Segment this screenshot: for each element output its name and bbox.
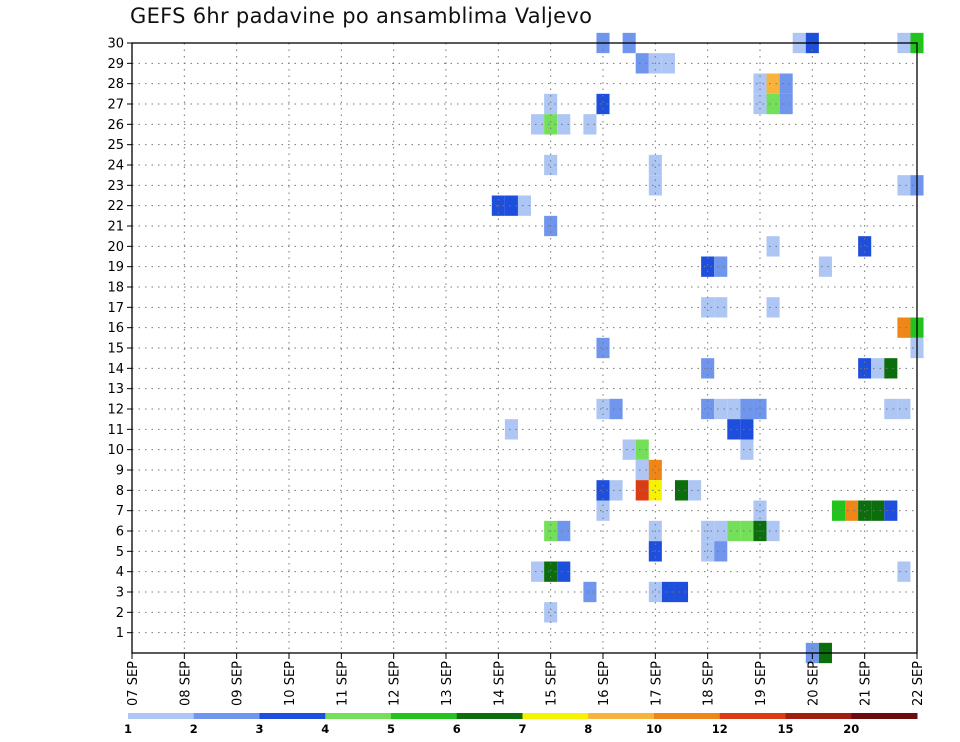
colorbar-segment xyxy=(523,713,589,719)
y-tick-label: 17 xyxy=(107,301,124,316)
y-tick-label: 29 xyxy=(107,57,124,72)
colorbar-label: 4 xyxy=(321,722,329,736)
x-tick-label: 12 SEP xyxy=(388,661,403,706)
heatmap-chart: 1234567891011121314151617181920212223242… xyxy=(0,0,960,742)
y-tick-label: 27 xyxy=(107,98,124,113)
y-tick-label: 20 xyxy=(107,240,124,255)
heatmap-cell xyxy=(701,297,714,317)
heatmap-cell xyxy=(701,257,714,277)
heatmap-cell xyxy=(753,94,766,114)
heatmap-cell xyxy=(675,582,688,602)
colorbar-label: 7 xyxy=(518,722,526,736)
colorbar-label: 10 xyxy=(646,722,662,736)
colorbar-label: 3 xyxy=(255,722,263,736)
heatmap-cell xyxy=(714,541,727,561)
heatmap-cell xyxy=(740,419,753,439)
heatmap-cell xyxy=(740,440,753,460)
y-tick-label: 16 xyxy=(107,321,124,336)
y-tick-label: 18 xyxy=(107,281,124,296)
heatmap-cell xyxy=(767,94,780,114)
y-tick-label: 9 xyxy=(116,464,124,479)
y-tick-label: 6 xyxy=(116,525,124,540)
colorbar-segment xyxy=(457,713,523,719)
y-tick-label: 3 xyxy=(116,586,124,601)
colorbar-segment xyxy=(391,713,457,719)
heatmap-cell xyxy=(727,399,740,419)
x-tick-label: 17 SEP xyxy=(649,661,664,706)
y-tick-label: 28 xyxy=(107,77,124,92)
y-tick-label: 11 xyxy=(107,423,124,438)
x-tick-label: 07 SEP xyxy=(126,661,141,706)
x-tick-label: 13 SEP xyxy=(440,661,455,706)
x-tick-label: 16 SEP xyxy=(597,661,612,706)
heatmap-cell xyxy=(780,74,793,94)
y-tick-label: 21 xyxy=(107,220,124,235)
colorbar-label: 1 xyxy=(124,722,132,736)
colorbar-label: 15 xyxy=(777,722,793,736)
heatmap-cell xyxy=(740,399,753,419)
y-tick-label: 1 xyxy=(116,626,124,641)
heatmap-cell xyxy=(714,257,727,277)
y-tick-label: 22 xyxy=(107,199,124,214)
y-tick-label: 4 xyxy=(116,565,124,580)
heatmap-cell xyxy=(767,521,780,541)
heatmap-cell xyxy=(819,257,832,277)
colorbar-label: 5 xyxy=(387,722,395,736)
colorbar-label: 2 xyxy=(190,722,198,736)
y-tick-label: 13 xyxy=(107,382,124,397)
heatmap-cell xyxy=(767,297,780,317)
x-tick-label: 22 SEP xyxy=(911,661,926,706)
heatmap-cell xyxy=(727,521,740,541)
y-tick-label: 26 xyxy=(107,118,124,133)
y-tick-label: 15 xyxy=(107,342,124,357)
x-tick-label: 18 SEP xyxy=(702,661,717,706)
y-tick-label: 23 xyxy=(107,179,124,194)
y-tick-label: 25 xyxy=(107,138,124,153)
y-tick-label: 7 xyxy=(116,504,124,519)
x-tick-label: 19 SEP xyxy=(754,661,769,706)
x-tick-label: 09 SEP xyxy=(231,661,246,706)
colorbar-segment xyxy=(654,713,720,719)
heatmap-cell xyxy=(675,480,688,500)
heatmap-cell xyxy=(714,521,727,541)
colorbar-segment xyxy=(194,713,260,719)
colorbar-label: 8 xyxy=(584,722,592,736)
x-tick-label: 21 SEP xyxy=(859,661,874,706)
heatmap-cell xyxy=(740,521,753,541)
x-tick-label: 14 SEP xyxy=(492,661,507,706)
x-tick-label: 20 SEP xyxy=(806,661,821,706)
heatmap-cell xyxy=(767,236,780,256)
heatmap-cell xyxy=(688,480,701,500)
heatmap-cell xyxy=(780,94,793,114)
heatmap-cell xyxy=(767,74,780,94)
heatmap-cell xyxy=(714,399,727,419)
y-tick-label: 24 xyxy=(107,159,124,174)
y-tick-label: 30 xyxy=(107,37,124,52)
heatmap-cell xyxy=(714,297,727,317)
y-tick-label: 8 xyxy=(116,484,124,499)
x-tick-label: 10 SEP xyxy=(283,661,298,706)
y-tick-label: 10 xyxy=(107,443,124,458)
colorbar-segment xyxy=(128,713,194,719)
y-tick-label: 19 xyxy=(107,260,124,275)
colorbar-segment xyxy=(588,713,654,719)
colorbar-segment xyxy=(720,713,786,719)
x-tick-label: 08 SEP xyxy=(178,661,193,706)
colorbar-segment xyxy=(786,713,852,719)
heatmap-cell xyxy=(727,419,740,439)
y-tick-label: 12 xyxy=(107,403,124,418)
y-tick-label: 2 xyxy=(116,606,124,621)
heatmap-cell xyxy=(832,501,845,521)
colorbar-segment xyxy=(260,713,326,719)
colorbar-label: 12 xyxy=(712,722,728,736)
colorbar-segment xyxy=(851,713,917,719)
colorbar-segment xyxy=(325,713,391,719)
colorbar-label: 6 xyxy=(453,722,461,736)
x-tick-label: 11 SEP xyxy=(335,661,350,706)
colorbar-label: 20 xyxy=(843,722,859,736)
x-tick-label: 15 SEP xyxy=(545,661,560,706)
y-tick-label: 5 xyxy=(116,545,124,560)
y-tick-label: 14 xyxy=(107,362,124,377)
